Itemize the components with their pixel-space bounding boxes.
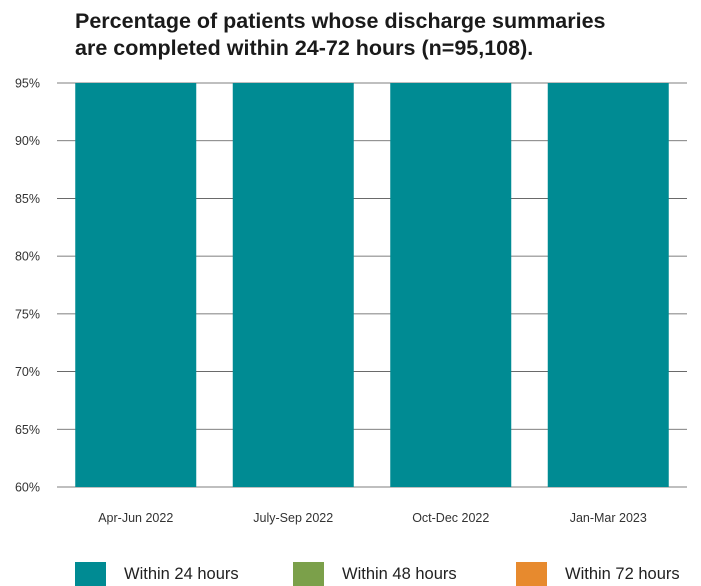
legend-label: Within 48 hours [342, 564, 457, 583]
y-tick-label: 70% [15, 365, 40, 379]
legend-label: Within 72 hours [565, 564, 680, 583]
y-tick-label: 90% [15, 134, 40, 148]
bar-segment [390, 83, 512, 487]
legend-item: Within 24 hours [75, 562, 239, 586]
legend-item: Within 48 hours [293, 562, 457, 586]
y-axis-tick-labels: 60% 65% 70% 75% 80% 85% 90% 95% [15, 77, 40, 495]
y-tick-label: 60% [15, 481, 40, 495]
y-tick-label: 85% [15, 192, 40, 206]
bar-segment [75, 83, 197, 487]
y-tick-label: 65% [15, 423, 40, 437]
y-tick-label: 95% [15, 77, 40, 91]
chart-title-line-2: are completed within 24-72 hours (n=95,1… [75, 36, 534, 60]
legend: Within 24 hours Within 48 hours Within 72 … [0, 562, 701, 586]
x-tick-label: July-Sep 2022 [253, 511, 333, 525]
y-tick-label: 75% [15, 307, 40, 321]
stacked-bar-chart: 60% 65% 70% 75% 80% 85% 90% 95% Apr-Jun 2022 Jul… [15, 77, 687, 525]
bar-segment [547, 83, 669, 487]
chart-title-line-1: Percentage of patients whose discharge s… [75, 9, 606, 33]
x-tick-label: Apr-Jun 2022 [98, 511, 173, 525]
legend-item: Within 72 hours [516, 562, 680, 586]
x-tick-label: Oct-Dec 2022 [412, 511, 489, 525]
bar-segment [232, 83, 354, 487]
legend-swatch [293, 562, 324, 586]
legend-swatch [75, 562, 106, 586]
x-tick-label: Jan-Mar 2023 [570, 511, 647, 525]
bars [75, 83, 669, 487]
x-axis-tick-labels: Apr-Jun 2022 July-Sep 2022 Oct-Dec 2022 Jan… [98, 511, 647, 525]
legend-label: Within 24 hours [124, 564, 239, 583]
chart-title: Percentage of patients whose discharge s… [75, 8, 695, 62]
legend-swatch [516, 562, 547, 586]
y-tick-label: 80% [15, 250, 40, 264]
